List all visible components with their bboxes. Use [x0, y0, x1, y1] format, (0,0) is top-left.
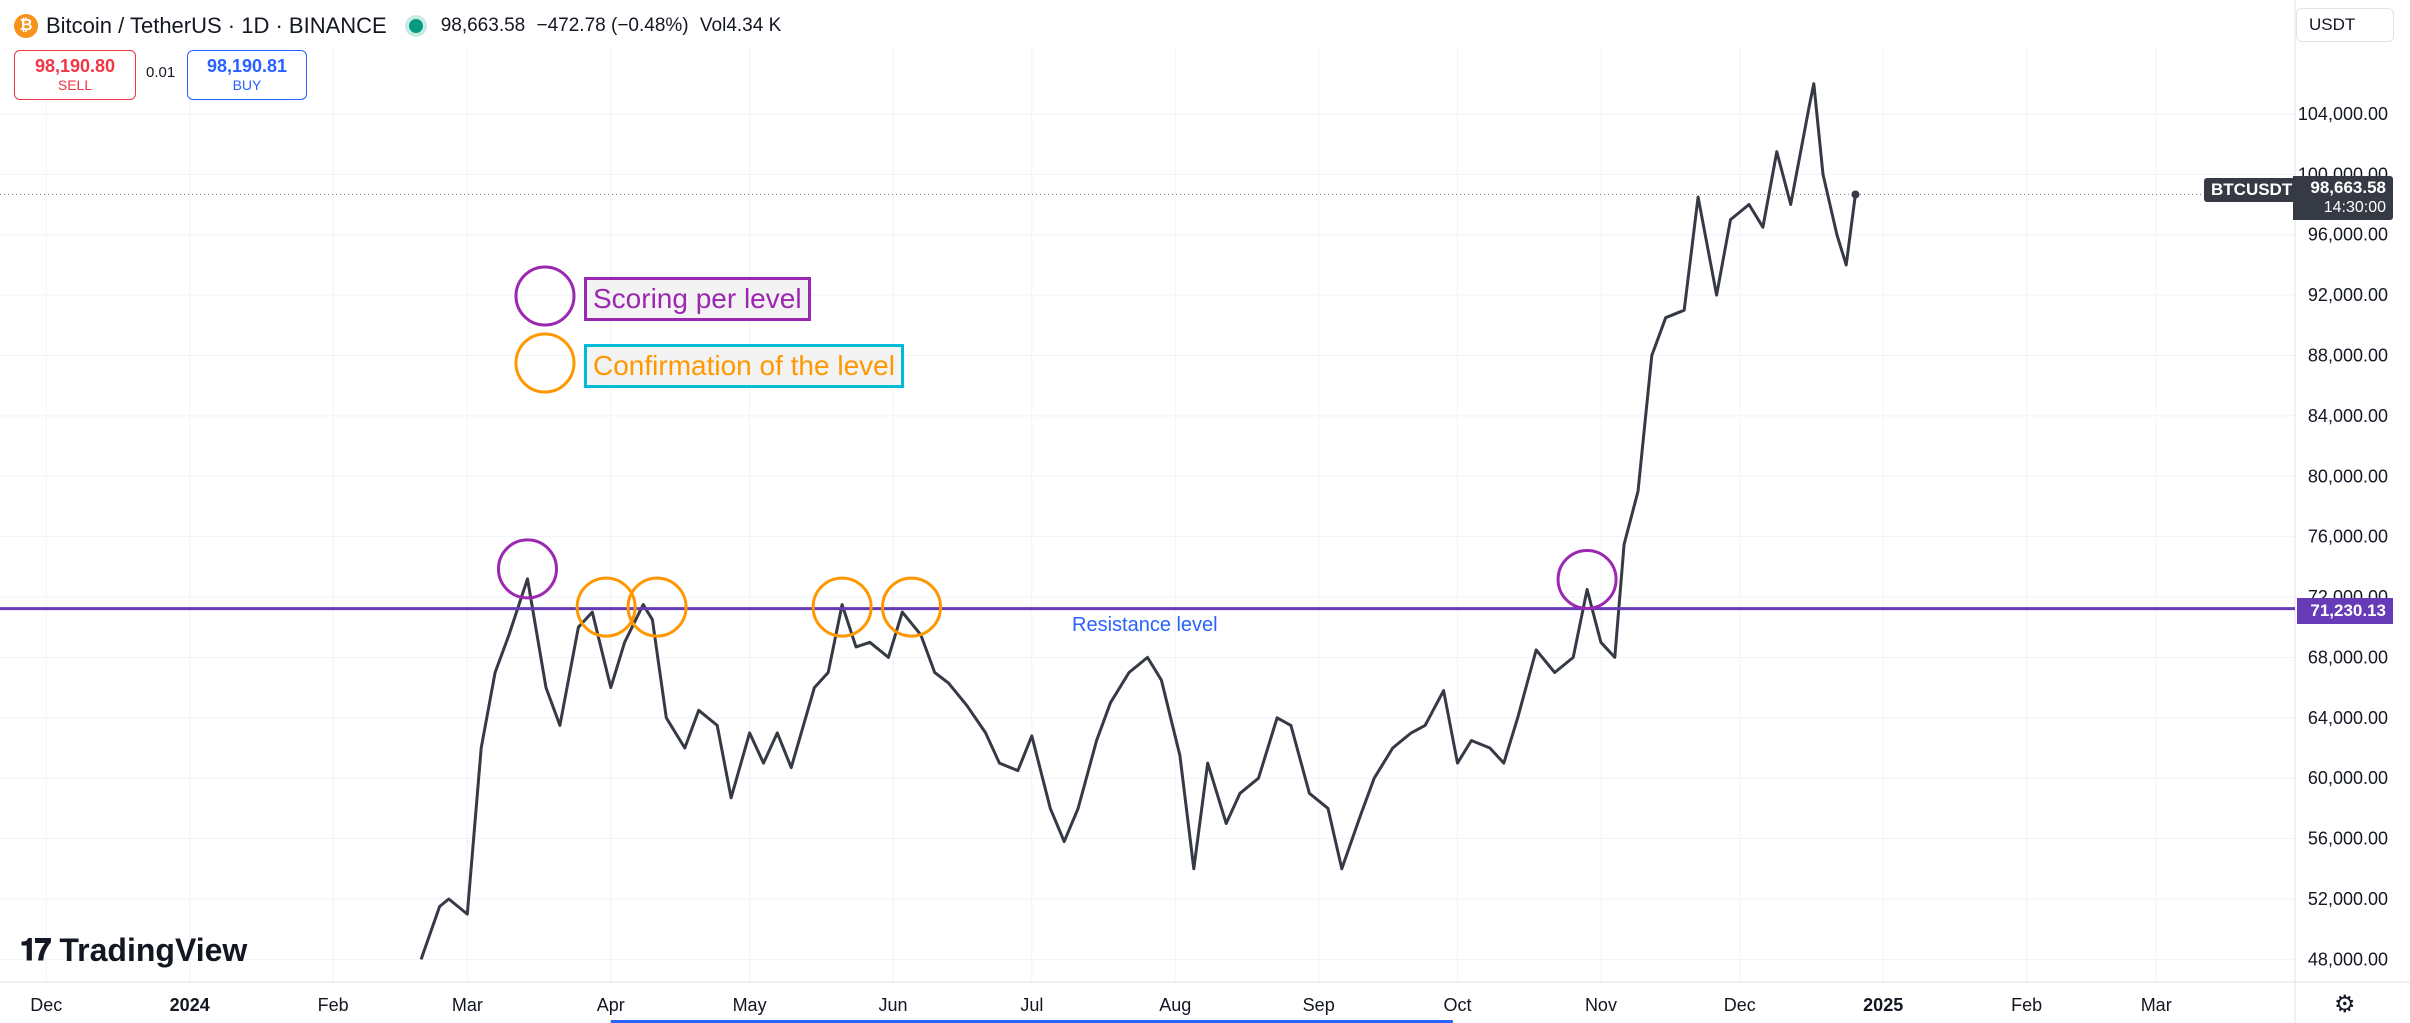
price-tick-label: 80,000.00	[2308, 466, 2388, 486]
time-tick-label: Jun	[878, 995, 907, 1015]
time-tick-label: Apr	[597, 995, 625, 1015]
confirmation-circle	[626, 576, 688, 638]
brand-name: TradingView	[59, 932, 248, 968]
sell-label: SELL	[57, 77, 93, 93]
tradingview-logo-icon: 𝟏𝟕	[20, 933, 51, 967]
legend-confirmation-circle	[514, 332, 576, 394]
volume: Vol4.34 K	[699, 15, 782, 36]
resistance-price-tag: 71,230.13	[2297, 598, 2393, 624]
price-tick-label: 104,000.00	[2298, 104, 2388, 124]
time-tick-label: Dec	[30, 995, 62, 1015]
price-tick-label: 96,000.00	[2308, 225, 2388, 245]
market-open-icon	[408, 19, 423, 33]
tradingview-logo[interactable]: 𝟏𝟕 TradingView	[20, 932, 247, 969]
confirmation-circle	[881, 576, 943, 638]
price-tick-label: 48,000.00	[2308, 949, 2388, 969]
currency-select[interactable]: USDT	[2296, 8, 2394, 42]
buy-price: 98,190.81	[206, 56, 288, 76]
symbol-tag: BTCUSDT	[2204, 178, 2300, 202]
sell-button[interactable]: 98,190.80 SELL	[14, 50, 136, 100]
time-tick-label: May	[733, 995, 767, 1015]
price-tick-label: 60,000.00	[2308, 768, 2388, 788]
price-line-series	[419, 82, 1857, 960]
symbol-title[interactable]: Bitcoin / TetherUS · 1D · BINANCE	[46, 13, 387, 38]
time-range-highlight	[610, 1020, 1453, 1023]
time-tick-label: Sep	[1303, 995, 1335, 1015]
time-tick-label: Oct	[1444, 995, 1472, 1015]
scoring-circle	[496, 538, 558, 600]
price-change: −472.78 (−0.48%)	[536, 15, 689, 36]
price-tick-label: 76,000.00	[2308, 527, 2388, 547]
price-tick-label: 84,000.00	[2308, 406, 2388, 426]
buy-button[interactable]: 98,190.81 BUY	[187, 50, 307, 100]
countdown: 14:30:00	[2323, 199, 2386, 216]
sell-price: 98,190.80	[34, 56, 116, 76]
currency-value: USDT	[2309, 15, 2356, 34]
price-tick-label: 88,000.00	[2308, 345, 2388, 365]
time-tick-label: 2025	[1863, 995, 1903, 1015]
legend-scoring: Scoring per level	[584, 277, 811, 321]
resistance-label: Resistance level	[1072, 614, 1218, 636]
last-price-tag-value: 98,663.58	[2310, 178, 2386, 197]
legend-scoring-circle	[514, 265, 576, 327]
price-tick-label: 68,000.00	[2308, 647, 2388, 667]
time-tick-label: 2024	[170, 995, 210, 1015]
symbol-header: ₿ Bitcoin / TetherUS · 1D · BINANCE 98,6…	[14, 8, 787, 44]
confirmation-circle	[811, 576, 873, 638]
last-price-tag: 98,663.58 14:30:00	[2293, 176, 2393, 220]
price-tick-label: 92,000.00	[2308, 285, 2388, 305]
price-tick-label: 64,000.00	[2308, 708, 2388, 728]
time-tick-label: Jul	[1020, 995, 1043, 1015]
time-tick-label: Aug	[1159, 995, 1191, 1015]
legend-confirmation: Confirmation of the level	[584, 344, 904, 388]
price-tick-label: 56,000.00	[2308, 829, 2388, 849]
spread: 0.01	[146, 64, 176, 81]
time-tick-label: Mar	[2141, 995, 2172, 1015]
time-tick-label: Feb	[318, 995, 349, 1015]
bitcoin-icon: ₿	[14, 14, 38, 38]
buy-label: BUY	[232, 77, 262, 93]
time-tick-label: Nov	[1585, 995, 1617, 1015]
time-tick-label: Mar	[452, 995, 483, 1015]
confirmation-circle	[575, 576, 637, 638]
last-point-marker	[1851, 190, 1860, 199]
scoring-circle	[1556, 548, 1618, 610]
last-price: 98,663.58	[440, 15, 526, 36]
price-tick-label: 52,000.00	[2308, 889, 2388, 909]
time-tick-label: Dec	[1724, 995, 1756, 1015]
gear-icon[interactable]: ⚙	[2334, 991, 2356, 1018]
time-tick-label: Feb	[2011, 995, 2042, 1015]
